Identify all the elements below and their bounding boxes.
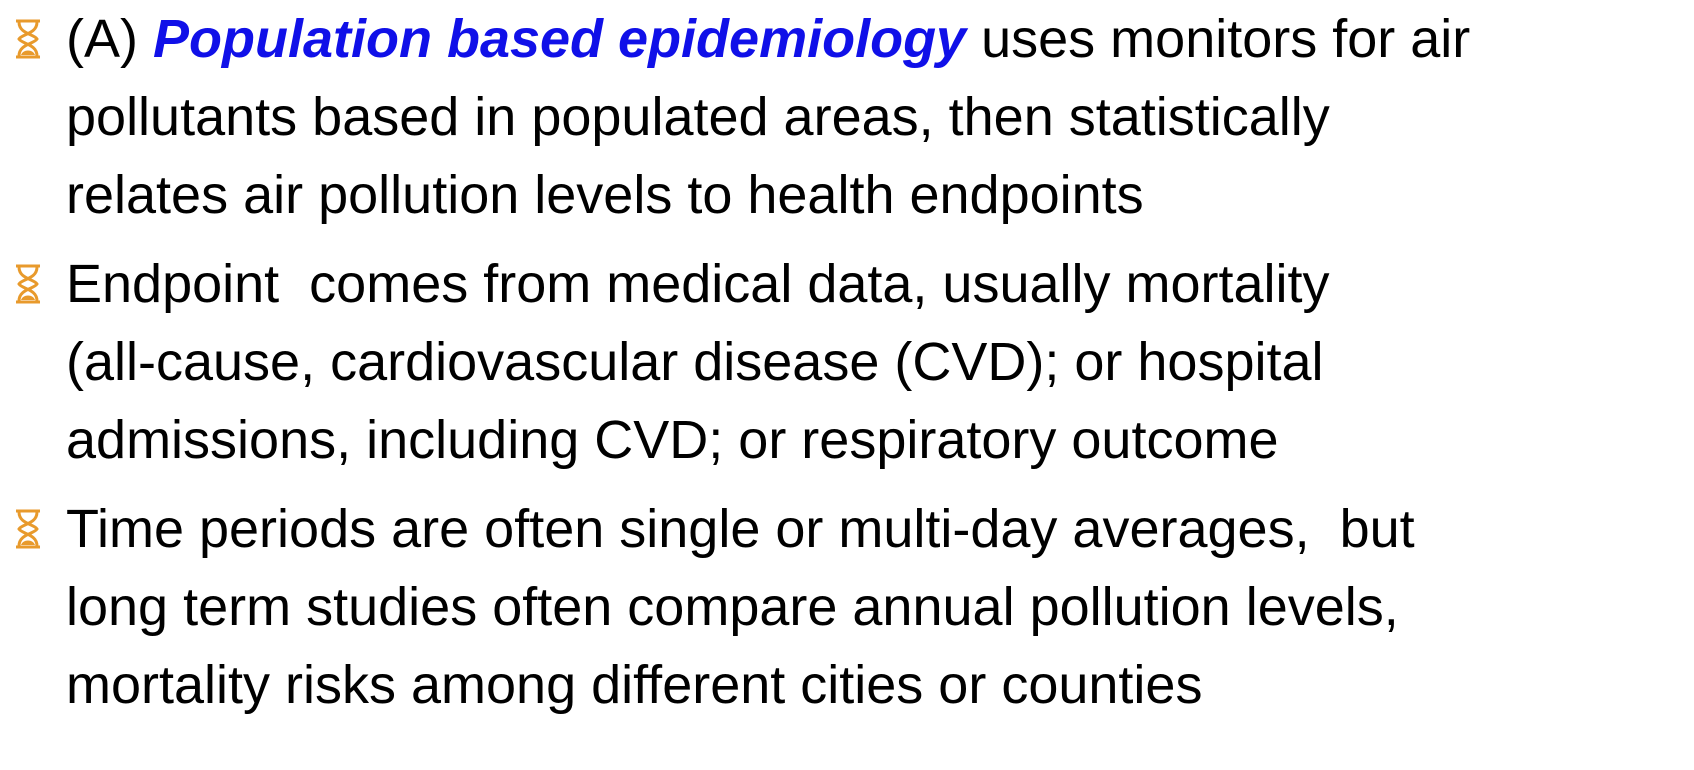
term: Population based epidemiology [153, 9, 967, 69]
text-line: mortality risks among different cities o… [66, 655, 1203, 715]
text-line: Endpoint comes from medical data, usuall… [66, 254, 1330, 314]
text-line: admissions, including CVD; or respirator… [66, 410, 1279, 470]
hourglass-icon [16, 19, 40, 59]
lead: (A) [66, 9, 138, 69]
text-line: (A) Population based epidemiology uses m… [66, 0, 1470, 78]
text-line: (all-cause, cardiovascular disease (CVD)… [66, 332, 1324, 392]
text-line: pollutants based in populated areas, the… [66, 87, 1330, 147]
hourglass-icon [16, 264, 40, 304]
rest: uses monitors for air [981, 9, 1471, 69]
text-line: long term studies often compare annual p… [66, 577, 1399, 637]
text-line: relates air pollution levels to health e… [66, 165, 1144, 225]
hourglass-icon [16, 509, 40, 549]
text-line: Time periods are often single or multi-d… [66, 499, 1415, 559]
